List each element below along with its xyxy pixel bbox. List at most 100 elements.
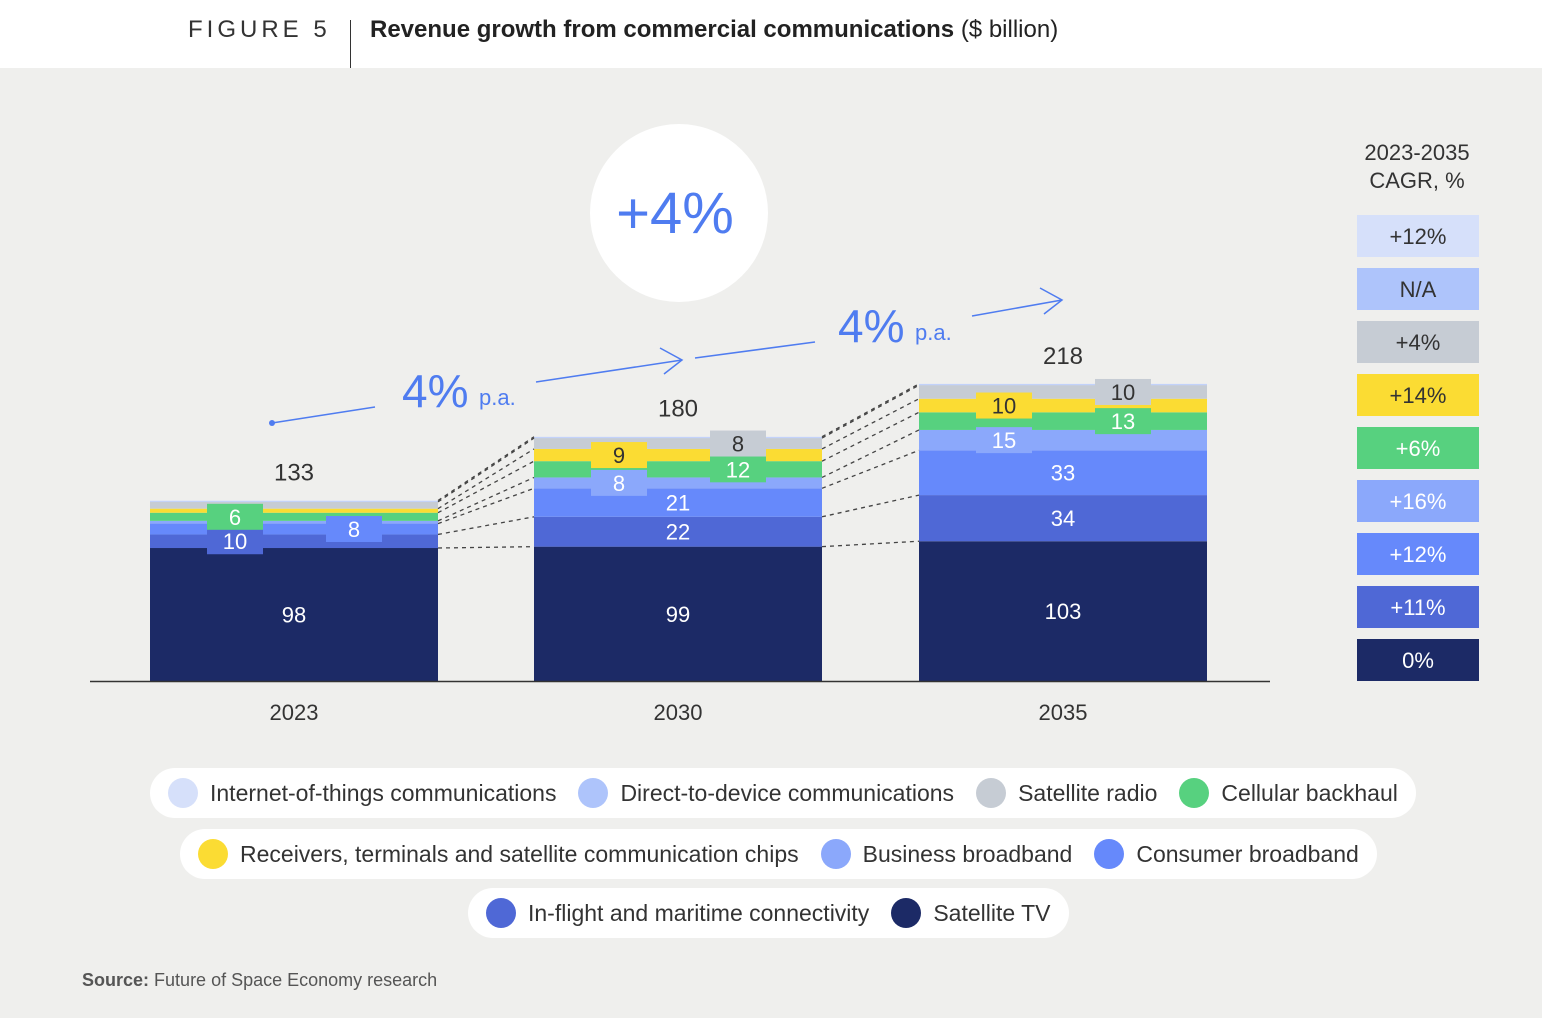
- cagr-box: [1357, 480, 1479, 522]
- legend-item: Cellular backhaul: [1179, 778, 1398, 808]
- cagr-value: 0%: [1402, 648, 1434, 673]
- cagr-header: 2023-2035: [1364, 140, 1469, 165]
- growth-arrow-line: [694, 341, 816, 359]
- legend-item: Internet-of-things communications: [168, 778, 556, 808]
- bar-2035: [919, 383, 1207, 681]
- connector-line: [821, 494, 920, 518]
- cagr-box: [1357, 639, 1479, 681]
- legend-item: In-flight and maritime connectivity: [486, 898, 869, 928]
- bar-segment: [534, 488, 822, 517]
- chart-title: Revenue growth from commercial communica…: [370, 16, 1058, 44]
- bar-segment: [150, 534, 438, 549]
- bar-segment: [150, 501, 438, 509]
- cagr-value: +12%: [1390, 224, 1447, 249]
- cagr-value: +11%: [1390, 595, 1445, 620]
- bar-segment: [919, 385, 1207, 399]
- data-label: 10: [992, 394, 1016, 419]
- total-label: 218: [1043, 343, 1083, 370]
- legend-label: Direct-to-device communications: [620, 779, 955, 806]
- legend-item: Receivers, terminals and satellite commu…: [198, 839, 799, 869]
- legend-label: Satellite radio: [1018, 779, 1158, 806]
- bar-segment: [534, 437, 822, 439]
- bar-segment: [150, 508, 438, 513]
- legend-item: Direct-to-device communications: [578, 778, 954, 808]
- connector-line: [437, 546, 535, 549]
- legend-swatch-icon: [198, 839, 228, 869]
- bar-segment: [919, 429, 1207, 451]
- overall-growth-label: +4%: [616, 181, 734, 246]
- legend-item: Business broadband: [820, 839, 1073, 869]
- legend-label: Satellite TV: [933, 899, 1051, 926]
- bar-segment: [150, 512, 438, 521]
- cagr-value: N/A: [1400, 277, 1437, 302]
- cagr-box: [1357, 533, 1479, 575]
- legend-label: Receivers, terminals and satellite commu…: [240, 840, 799, 867]
- bar-segment: [534, 477, 822, 489]
- cagr-box: [1357, 215, 1479, 257]
- bar-segment: [919, 383, 1207, 385]
- data-label: 99: [666, 602, 690, 627]
- cagr-value: +14%: [1390, 383, 1447, 408]
- label-box: [591, 469, 647, 496]
- connector-line: [437, 476, 535, 522]
- bar-segment: [919, 541, 1207, 681]
- data-label: 33: [1051, 461, 1075, 486]
- connector-line: [437, 460, 535, 514]
- arrowhead-icon: [1039, 287, 1064, 315]
- legend-swatch-icon: [976, 778, 1007, 808]
- bar-segment: [919, 495, 1207, 542]
- title-bold: Revenue growth from commercial communica…: [370, 16, 955, 43]
- data-label: 8: [348, 517, 360, 542]
- data-label: 8: [613, 471, 625, 496]
- bar-2023: [150, 500, 438, 681]
- total-label: 133: [274, 460, 314, 487]
- legend-item: Consumer broadband: [1094, 839, 1359, 869]
- cagr-box: [1357, 374, 1479, 416]
- label-box: [710, 430, 766, 457]
- legend-label: Cellular backhaul: [1221, 779, 1398, 806]
- cagr-box: [1357, 321, 1479, 363]
- connector-line: [437, 487, 535, 525]
- legend-swatch-icon: [1179, 778, 1210, 808]
- data-label: 22: [666, 520, 690, 545]
- growth-arrow-line: [971, 299, 1063, 317]
- bar-segment: [150, 520, 438, 524]
- title-unit: ($ billion): [960, 16, 1059, 43]
- label-box: [976, 392, 1032, 419]
- connector-line: [437, 448, 535, 510]
- legend-label: Business broadband: [862, 840, 1073, 867]
- growth-annotation-value: 4%: [402, 365, 468, 417]
- data-label: 34: [1051, 506, 1075, 531]
- bar-segment: [919, 450, 1207, 496]
- connector-line: [821, 411, 920, 462]
- total-label: 180: [658, 396, 698, 423]
- legend-label: Internet-of-things communications: [210, 779, 557, 806]
- bar-segment: [534, 438, 822, 449]
- bar-segment: [534, 448, 822, 462]
- arrowhead-icon: [659, 347, 684, 375]
- growth-annotation-value: 4%: [838, 300, 904, 352]
- arrow-start-dot: [269, 420, 275, 426]
- legend-swatch-icon: [820, 839, 851, 869]
- label-box: [710, 456, 766, 483]
- bar-segment: [150, 548, 438, 681]
- connector-line: [821, 383, 920, 438]
- label-box: [326, 516, 382, 543]
- cagr-box: [1357, 427, 1479, 469]
- divider: [350, 20, 351, 68]
- connector-line: [821, 384, 920, 439]
- legend-row: Internet-of-things communications Direct-…: [150, 768, 1416, 818]
- data-label: 12: [726, 457, 750, 482]
- bar-segment: [150, 500, 438, 502]
- data-label: 10: [1111, 380, 1135, 405]
- bar-segment: [919, 398, 1207, 413]
- legend-label: Consumer broadband: [1136, 840, 1359, 867]
- cagr-value: +12%: [1390, 542, 1447, 567]
- legend-item: Satellite TV: [891, 898, 1051, 928]
- cagr-value: +6%: [1396, 436, 1441, 461]
- growth-arrow-line: [271, 406, 376, 424]
- x-tick-label: 2023: [270, 700, 319, 725]
- connector-line: [821, 540, 920, 548]
- source-label: Source:: [82, 970, 150, 990]
- bar-segment: [534, 516, 822, 547]
